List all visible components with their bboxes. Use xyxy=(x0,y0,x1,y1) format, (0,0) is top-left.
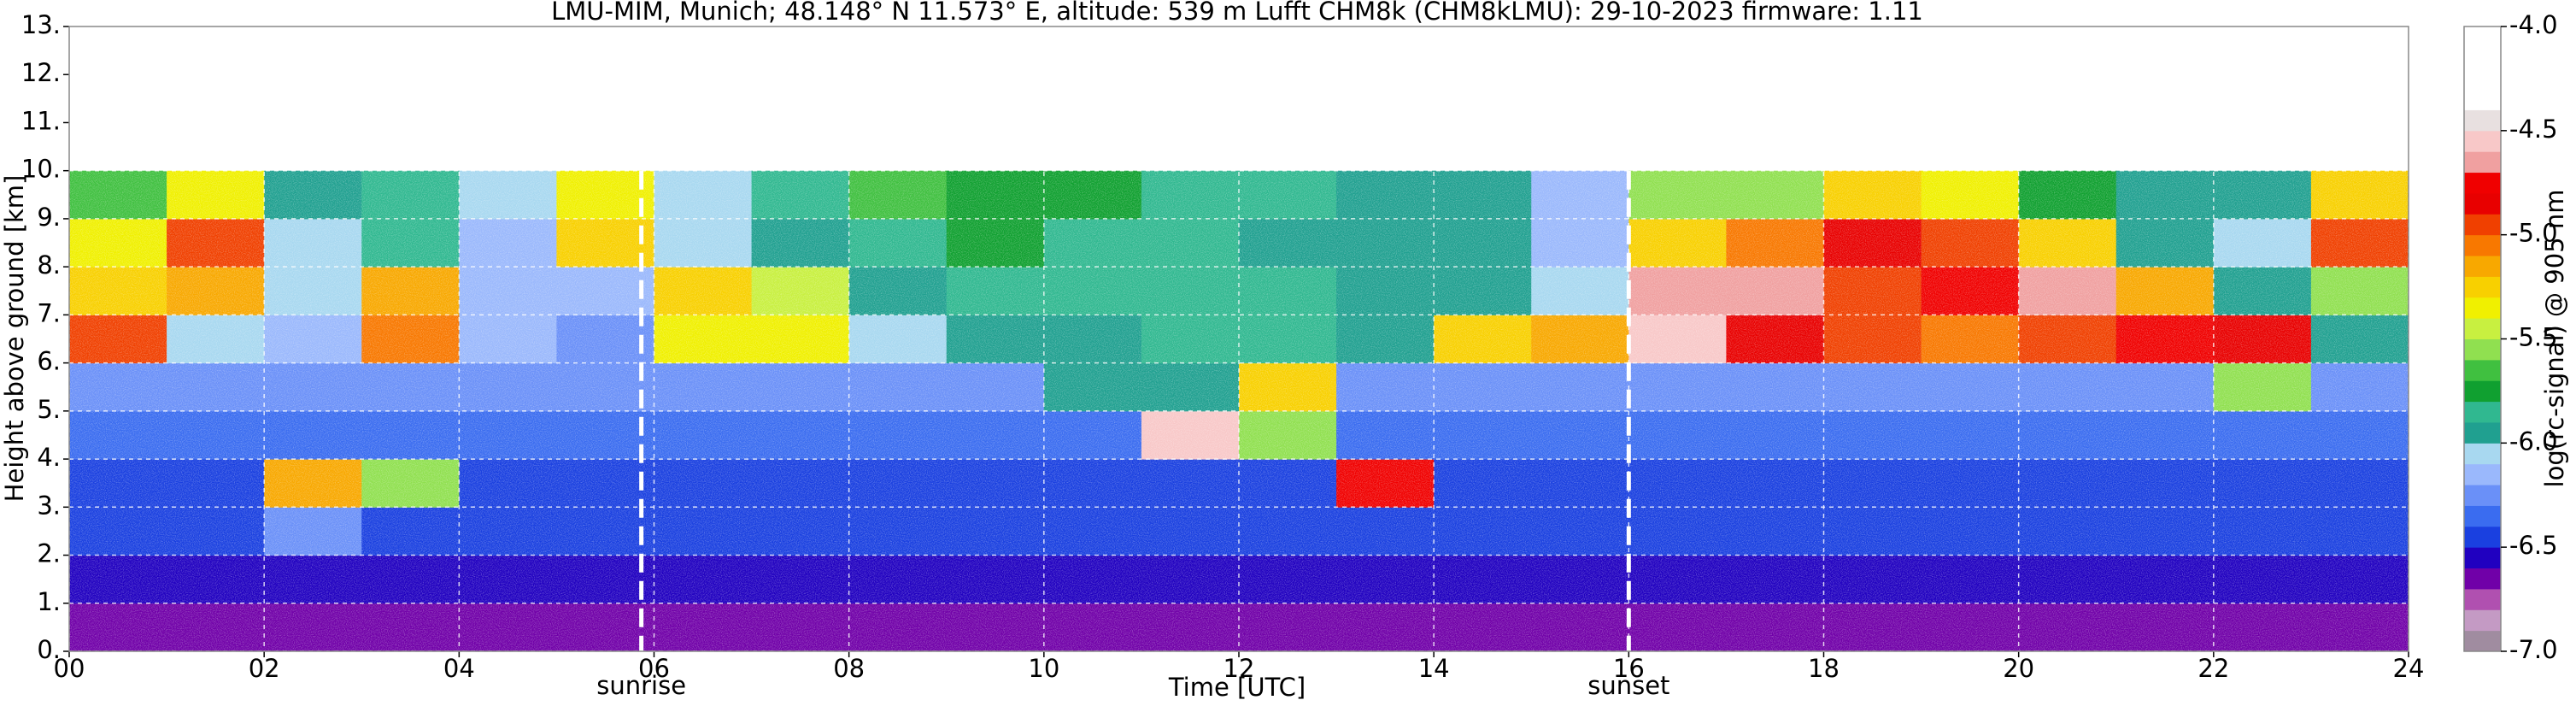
x-tick-label: 18 xyxy=(1808,654,1840,683)
x-tick-label: 22 xyxy=(2198,654,2229,683)
colorbar-band xyxy=(2464,609,2501,632)
y-tick-label: 9. xyxy=(37,203,61,232)
colorbar-band xyxy=(2464,214,2501,236)
x-tick-label: 14 xyxy=(1418,654,1450,683)
y-tick-label: 5. xyxy=(37,395,61,424)
x-tick-label: 10 xyxy=(1028,654,1059,683)
colorbar-band xyxy=(2464,47,2501,69)
colorbar-band xyxy=(2464,630,2501,652)
y-tick-label: 7. xyxy=(37,298,61,327)
y-tick-label: 10. xyxy=(21,155,61,184)
x-tick-label: 06 xyxy=(638,654,670,683)
x-tick-label: 12 xyxy=(1223,654,1255,683)
colorbar-tick-label: -6.5 xyxy=(2509,531,2558,560)
colorbar-tick-label: -7.0 xyxy=(2509,635,2558,664)
colorbar-band xyxy=(2464,359,2501,381)
colorbar-band xyxy=(2464,256,2501,277)
colorbar-tick-label: -4.5 xyxy=(2509,115,2558,144)
y-tick-label: 13. xyxy=(21,10,61,39)
event-label: sunrise xyxy=(596,671,686,700)
x-tick-label: 02 xyxy=(249,654,280,683)
colorbar-band xyxy=(2464,276,2501,298)
colorbar-band xyxy=(2464,526,2501,548)
x-tick-label: 04 xyxy=(443,654,475,683)
y-tick-label: 6. xyxy=(37,347,61,376)
overlay: 00 02 04 06 08 10 12 14 16 18 20 22 24 0. 1. 2. 3. 4. 5. 6.… xyxy=(21,10,2558,700)
chart-title: LMU-MIM, Munich; 48.148° N 11.573° E, al… xyxy=(551,0,1923,26)
x-axis-label: Time [UTC] xyxy=(1168,673,1306,702)
colorbar-band xyxy=(2464,318,2501,339)
colorbar-band xyxy=(2464,26,2501,48)
plot-frame xyxy=(68,26,2409,652)
y-tick-label: 0. xyxy=(37,635,61,664)
x-tick-label: 16 xyxy=(1613,654,1645,683)
y-tick-label: 4. xyxy=(37,443,61,472)
colorbar-band xyxy=(2464,547,2501,569)
colorbar-band xyxy=(2464,443,2501,465)
colorbar-band xyxy=(2464,297,2501,319)
colorbar-band xyxy=(2464,192,2501,215)
colorbar-band xyxy=(2464,338,2501,361)
colorbar-band xyxy=(2464,485,2501,506)
colorbar-tick-label: -5.0 xyxy=(2509,219,2558,248)
x-tick-label: 00 xyxy=(54,654,85,683)
colorbar-band xyxy=(2464,588,2501,610)
colorbar-band xyxy=(2464,89,2501,110)
y-tick-label: 8. xyxy=(37,250,61,279)
event-label: sunset xyxy=(1587,671,1669,700)
x-tick-label: 24 xyxy=(2393,654,2425,683)
colorbar-band xyxy=(2464,505,2501,527)
colorbar-band xyxy=(2464,380,2501,403)
colorbar-band xyxy=(2464,421,2501,444)
colorbar-label: log(rc-signal) @ 905 nm xyxy=(2540,190,2569,488)
colorbar-band xyxy=(2464,130,2501,152)
y-tick-label: 11. xyxy=(21,106,61,135)
y-tick-label: 12. xyxy=(21,58,61,87)
y-tick-label: 3. xyxy=(37,491,61,520)
colorbar-band xyxy=(2464,463,2501,485)
x-tick-label: 20 xyxy=(2003,654,2034,683)
y-axis-label: Height above ground [km] xyxy=(0,175,29,503)
colorbar-band xyxy=(2464,234,2501,256)
colorbar-band xyxy=(2464,172,2501,194)
y-tick-label: 1. xyxy=(37,587,61,616)
colorbar-band xyxy=(2464,151,2501,174)
colorbar-tick-label: -4.0 xyxy=(2509,10,2558,39)
colorbar-tick-label: -5.5 xyxy=(2509,323,2558,352)
x-tick-label: 08 xyxy=(833,654,865,683)
y-tick-label: 2. xyxy=(37,539,61,568)
colorbar-band xyxy=(2464,401,2501,423)
colorbar-tick-label: -6.0 xyxy=(2509,427,2558,456)
colorbar-band xyxy=(2464,109,2501,132)
colorbar-band xyxy=(2464,568,2501,590)
colorbar-band xyxy=(2464,68,2501,90)
